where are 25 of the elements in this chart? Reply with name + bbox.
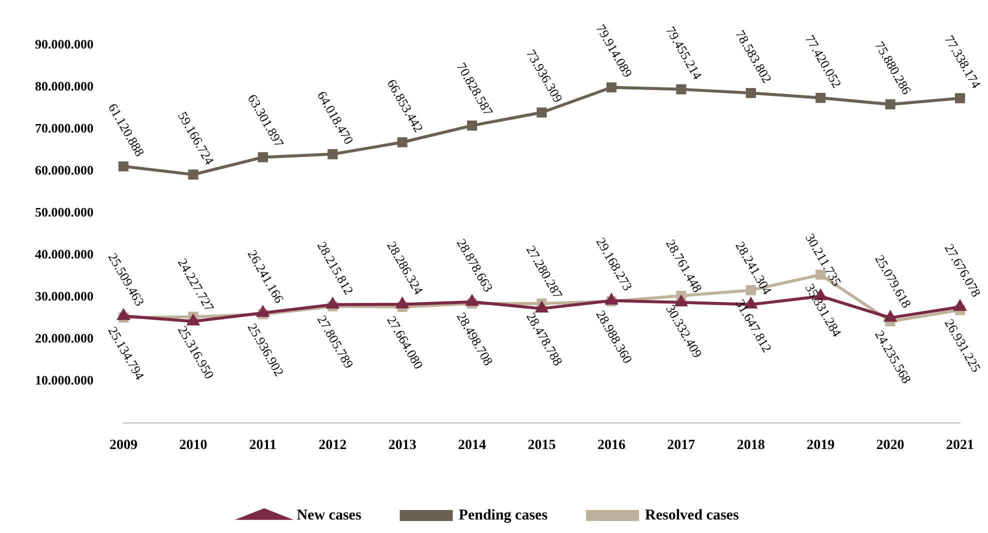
y-tick-label: 60.000.000 xyxy=(35,162,94,178)
x-tick-label: 2016 xyxy=(597,438,626,454)
legend-label: Pending cases xyxy=(458,507,548,524)
x-tick-label: 2017 xyxy=(667,438,696,454)
x-tick-label: 2021 xyxy=(946,438,974,454)
y-tick-label: 20.000.000 xyxy=(35,330,94,346)
x-tick-label: 2009 xyxy=(110,438,138,454)
y-tick-label: 80.000.000 xyxy=(35,78,94,94)
y-tick-label: 30.000.000 xyxy=(35,288,94,304)
x-tick-label: 2015 xyxy=(528,438,556,454)
x-tick-label: 2012 xyxy=(318,438,347,454)
legend-label: Resolved cases xyxy=(645,507,739,524)
x-tick-label: 2014 xyxy=(458,438,486,454)
y-tick-label: 40.000.000 xyxy=(35,246,94,262)
x-tick-label: 2019 xyxy=(806,438,835,454)
x-tick-label: 2020 xyxy=(876,438,904,454)
x-tick-label: 2018 xyxy=(736,438,765,454)
legend-label: New cases xyxy=(296,507,362,524)
y-tick-label: 90.000.000 xyxy=(35,36,94,52)
y-tick-label: 50.000.000 xyxy=(35,204,94,220)
y-tick-label: 70.000.000 xyxy=(35,120,94,136)
x-tick-label: 2011 xyxy=(249,438,277,454)
y-tick-label: 10.000.000 xyxy=(35,372,94,388)
x-tick-label: 2013 xyxy=(388,438,416,454)
x-tick-label: 2010 xyxy=(179,438,208,454)
